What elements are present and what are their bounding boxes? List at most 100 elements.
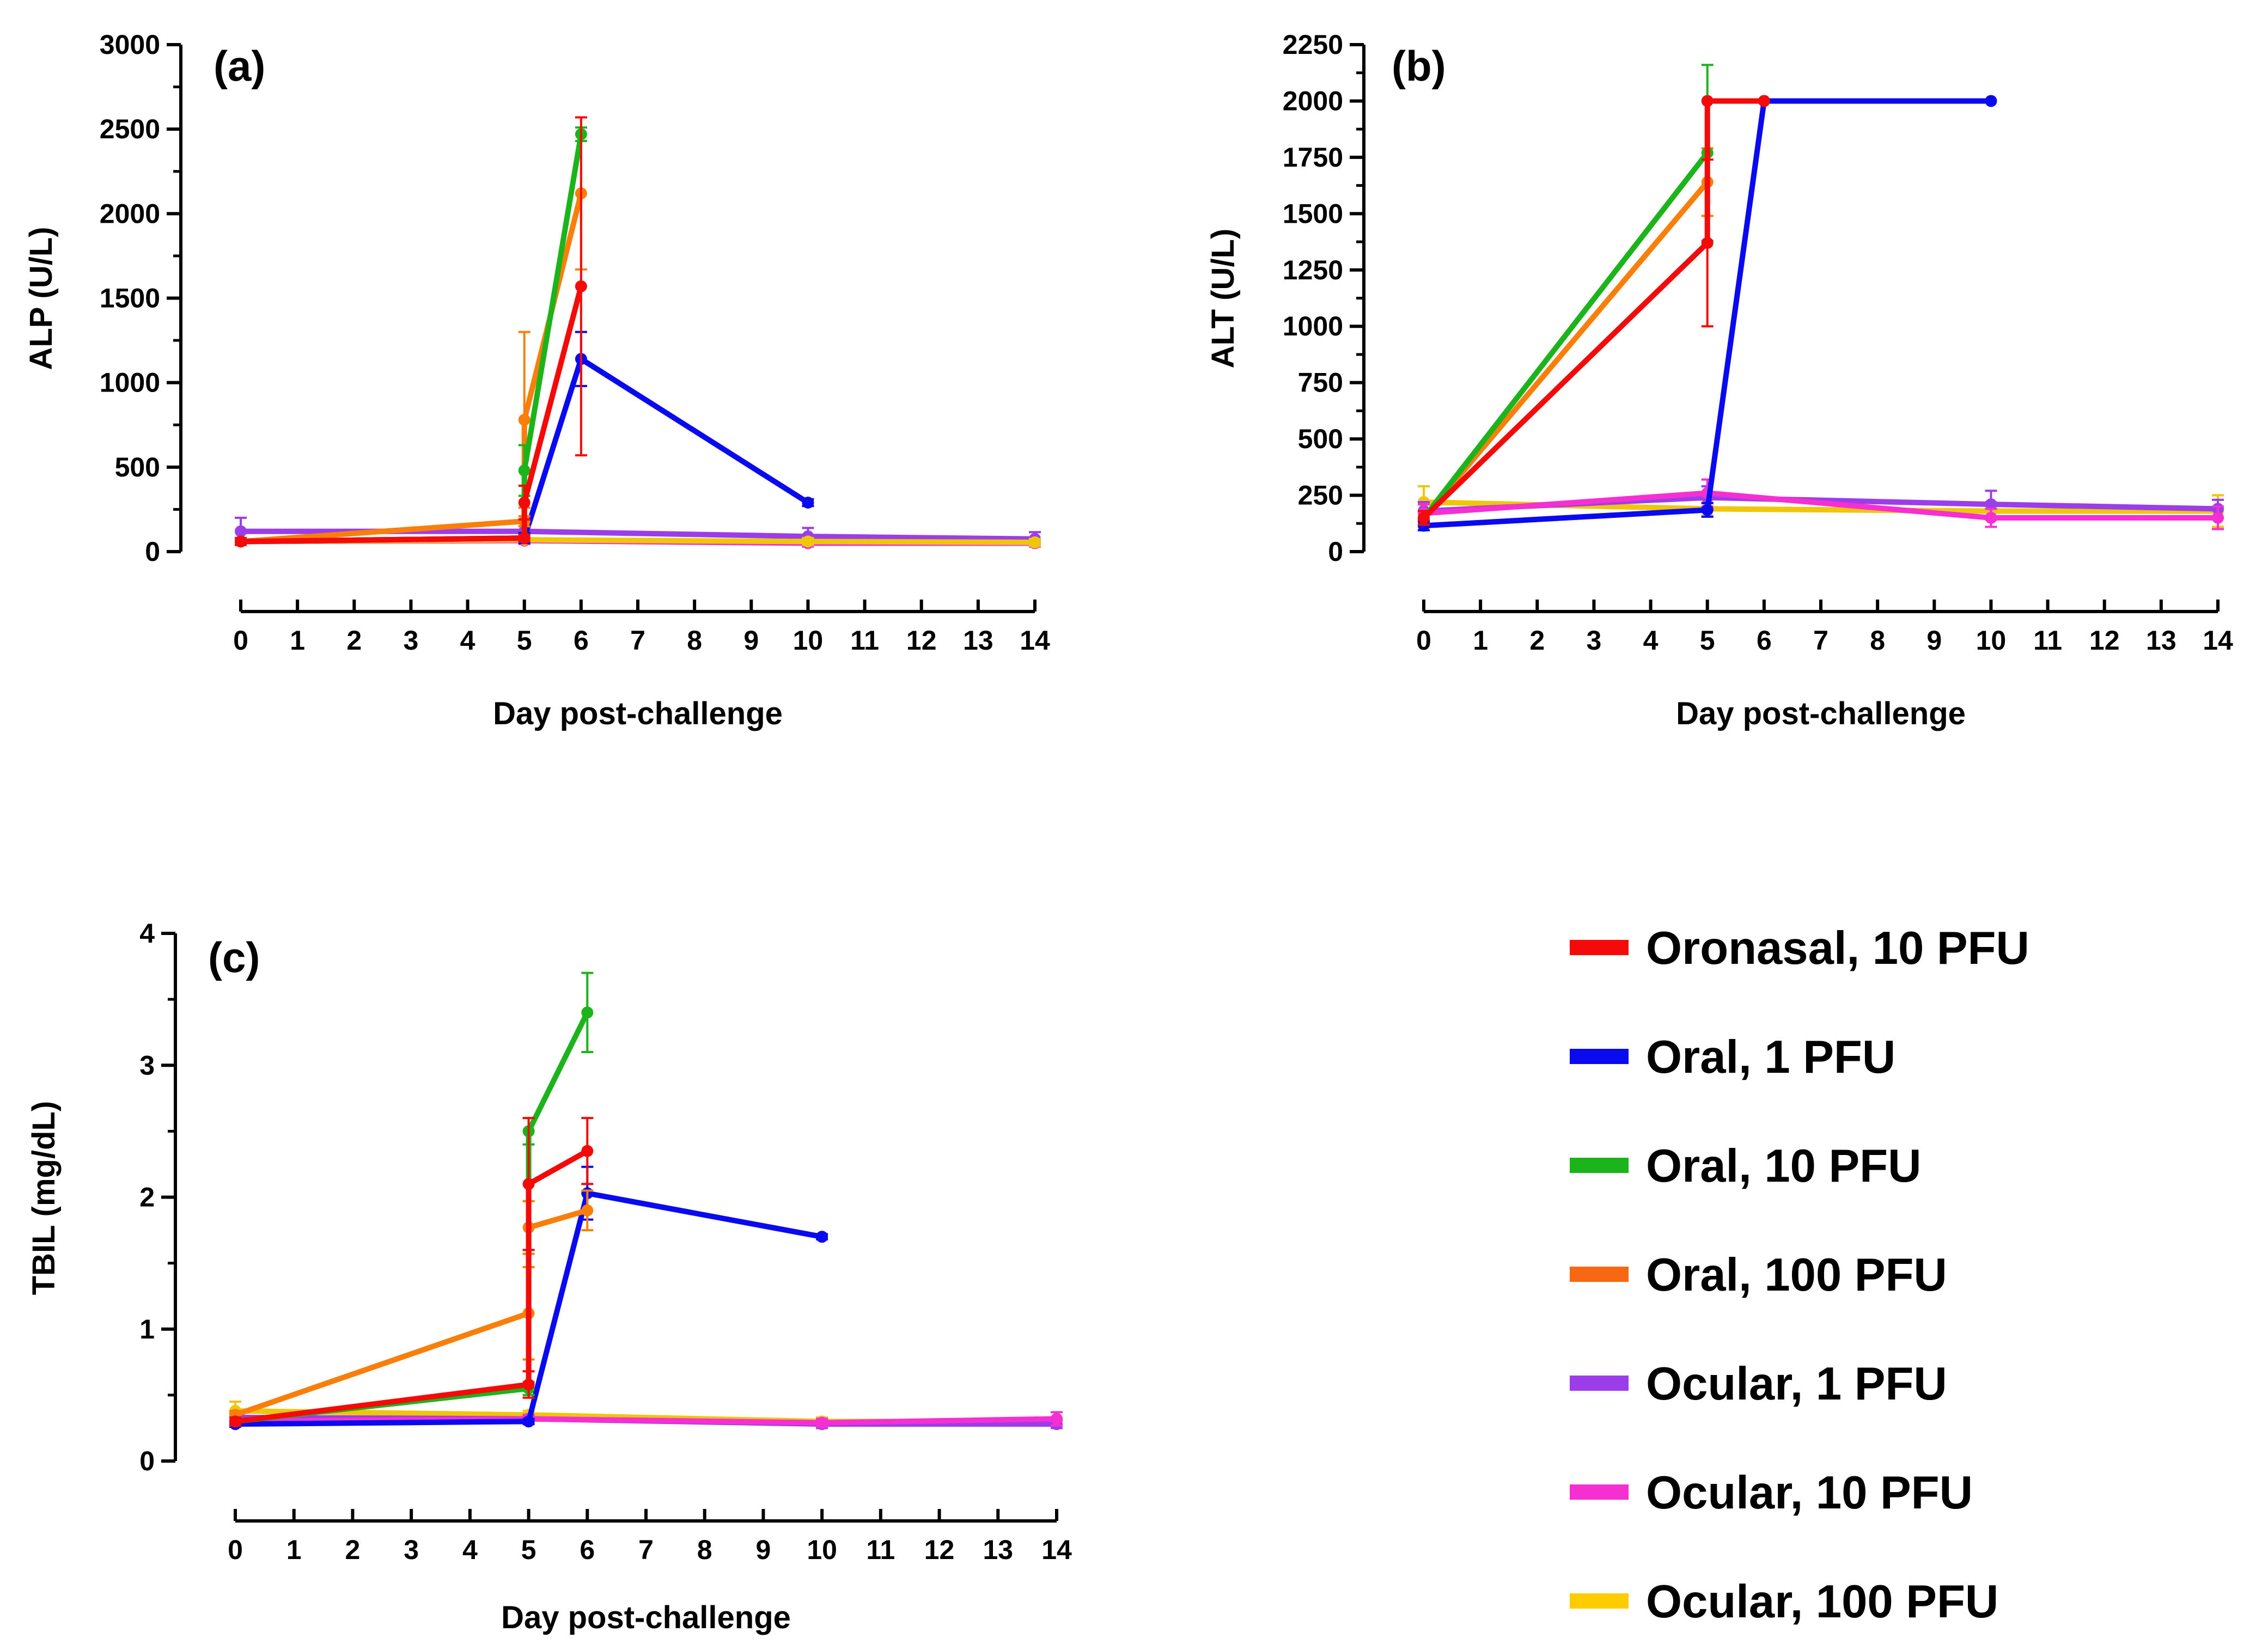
x-tick-label: 3 xyxy=(404,1535,419,1565)
data-point xyxy=(575,280,587,292)
x-tick-label: 11 xyxy=(2033,625,2062,656)
legend-label-oral100: Oral, 100 PFU xyxy=(1646,1249,1947,1301)
x-tick-label: 12 xyxy=(2089,625,2120,656)
x-tick-label: 5 xyxy=(517,625,532,656)
x-tick-label: 9 xyxy=(1926,625,1942,656)
x-tick-label: 10 xyxy=(793,625,824,656)
x-tick-label: 2 xyxy=(1529,625,1545,656)
x-tick-label: 4 xyxy=(462,1535,478,1565)
x-tick-label: 14 xyxy=(1041,1535,1072,1565)
legend-label-ocular10: Ocular, 10 PFU xyxy=(1646,1467,1973,1519)
x-axis-title: Day post-challenge xyxy=(501,1600,791,1635)
x-axis-title: Day post-challenge xyxy=(1676,696,1966,731)
x-tick-label: 11 xyxy=(850,625,879,656)
x-tick-label: 1 xyxy=(286,1535,302,1565)
y-tick-label: 250 xyxy=(1298,480,1343,511)
x-tick-label: 13 xyxy=(2146,625,2176,656)
x-tick-label: 0 xyxy=(1416,625,1431,656)
x-tick-label: 5 xyxy=(1700,625,1715,656)
y-tick-label: 4 xyxy=(139,918,155,949)
series-line xyxy=(1421,179,1710,521)
data-point xyxy=(2212,511,2224,524)
data-point xyxy=(522,1378,535,1391)
legend-swatch-ocular1 xyxy=(1570,1376,1629,1391)
data-point xyxy=(802,497,814,509)
data-point xyxy=(522,1178,535,1190)
data-point xyxy=(1029,536,1041,548)
x-tick-label: 0 xyxy=(228,1535,243,1565)
x-tick-label: 11 xyxy=(866,1535,895,1565)
y-tick-label: 1500 xyxy=(1283,198,1343,229)
legend-label-ocular100: Ocular, 100 PFU xyxy=(1646,1576,1998,1628)
legend-label-oronasal10: Oronasal, 10 PFU xyxy=(1646,922,2029,974)
y-tick-label: 750 xyxy=(1298,368,1343,398)
y-tick-label: 2500 xyxy=(100,114,160,144)
data-point xyxy=(235,535,247,548)
x-tick-label: 7 xyxy=(1813,625,1828,656)
data-point xyxy=(581,1145,594,1157)
data-point xyxy=(518,413,531,426)
x-tick-label: 4 xyxy=(460,625,475,656)
y-tick-label: 3000 xyxy=(100,29,160,60)
y-tick-label: 500 xyxy=(115,452,160,482)
x-tick-label: 5 xyxy=(521,1535,536,1565)
series-ocular10 xyxy=(1418,478,2224,530)
x-tick-label: 8 xyxy=(687,625,702,656)
y-tick-label: 2250 xyxy=(1283,29,1343,60)
x-tick-label: 0 xyxy=(233,625,248,656)
data-point xyxy=(816,1231,828,1243)
x-tick-label: 10 xyxy=(1976,625,2007,656)
x-tick-label: 1 xyxy=(290,625,305,656)
legend-swatch-oral100 xyxy=(1570,1267,1629,1282)
panel-label: (a) xyxy=(214,42,265,90)
panel-label: (c) xyxy=(208,933,260,981)
y-tick-label: 1 xyxy=(139,1314,155,1344)
legend-label-oral10: Oral, 10 PFU xyxy=(1646,1140,1921,1192)
y-tick-label: 1000 xyxy=(100,368,160,398)
x-tick-label: 3 xyxy=(404,625,419,656)
data-point xyxy=(1051,1413,1063,1425)
data-point xyxy=(1985,511,1997,524)
x-tick-label: 1 xyxy=(1473,625,1488,656)
data-point xyxy=(1418,511,1430,524)
series-oronasal10 xyxy=(235,116,587,548)
y-tick-label: 1250 xyxy=(1283,255,1343,285)
y-tick-label: 0 xyxy=(1328,536,1343,567)
x-tick-label: 10 xyxy=(807,1535,837,1565)
x-tick-label: 8 xyxy=(697,1535,712,1565)
y-tick-label: 2000 xyxy=(100,198,160,229)
x-tick-label: 3 xyxy=(1587,625,1602,656)
x-tick-label: 6 xyxy=(1757,625,1772,656)
legend-label-oral1: Oral, 1 PFU xyxy=(1646,1031,1895,1083)
y-tick-label: 2 xyxy=(139,1182,155,1213)
data-point xyxy=(1985,95,1997,107)
series-oronasal10 xyxy=(1418,95,1770,526)
series-oral100 xyxy=(235,116,587,548)
data-point xyxy=(235,525,247,537)
x-tick-label: 2 xyxy=(346,625,362,656)
data-point xyxy=(518,532,531,545)
y-tick-label: 3 xyxy=(139,1050,155,1080)
data-point xyxy=(1701,504,1714,516)
y-tick-label: 1000 xyxy=(1283,311,1343,341)
x-tick-label: 9 xyxy=(756,1535,771,1565)
x-tick-label: 6 xyxy=(574,625,589,656)
data-point xyxy=(581,1204,594,1217)
x-tick-label: 7 xyxy=(630,625,645,656)
x-tick-label: 13 xyxy=(983,1535,1013,1565)
legend-swatch-oral10 xyxy=(1570,1158,1629,1173)
y-axis-title: ALP (U/L) xyxy=(23,227,59,370)
data-point xyxy=(581,1006,594,1019)
series-line xyxy=(1421,150,1710,521)
x-tick-label: 12 xyxy=(924,1535,955,1565)
y-tick-label: 1500 xyxy=(100,283,160,314)
series-line xyxy=(1421,490,2221,521)
legend-swatch-ocular10 xyxy=(1570,1484,1629,1500)
x-tick-label: 6 xyxy=(580,1535,595,1565)
x-tick-label: 13 xyxy=(963,625,993,656)
data-point xyxy=(518,497,531,509)
